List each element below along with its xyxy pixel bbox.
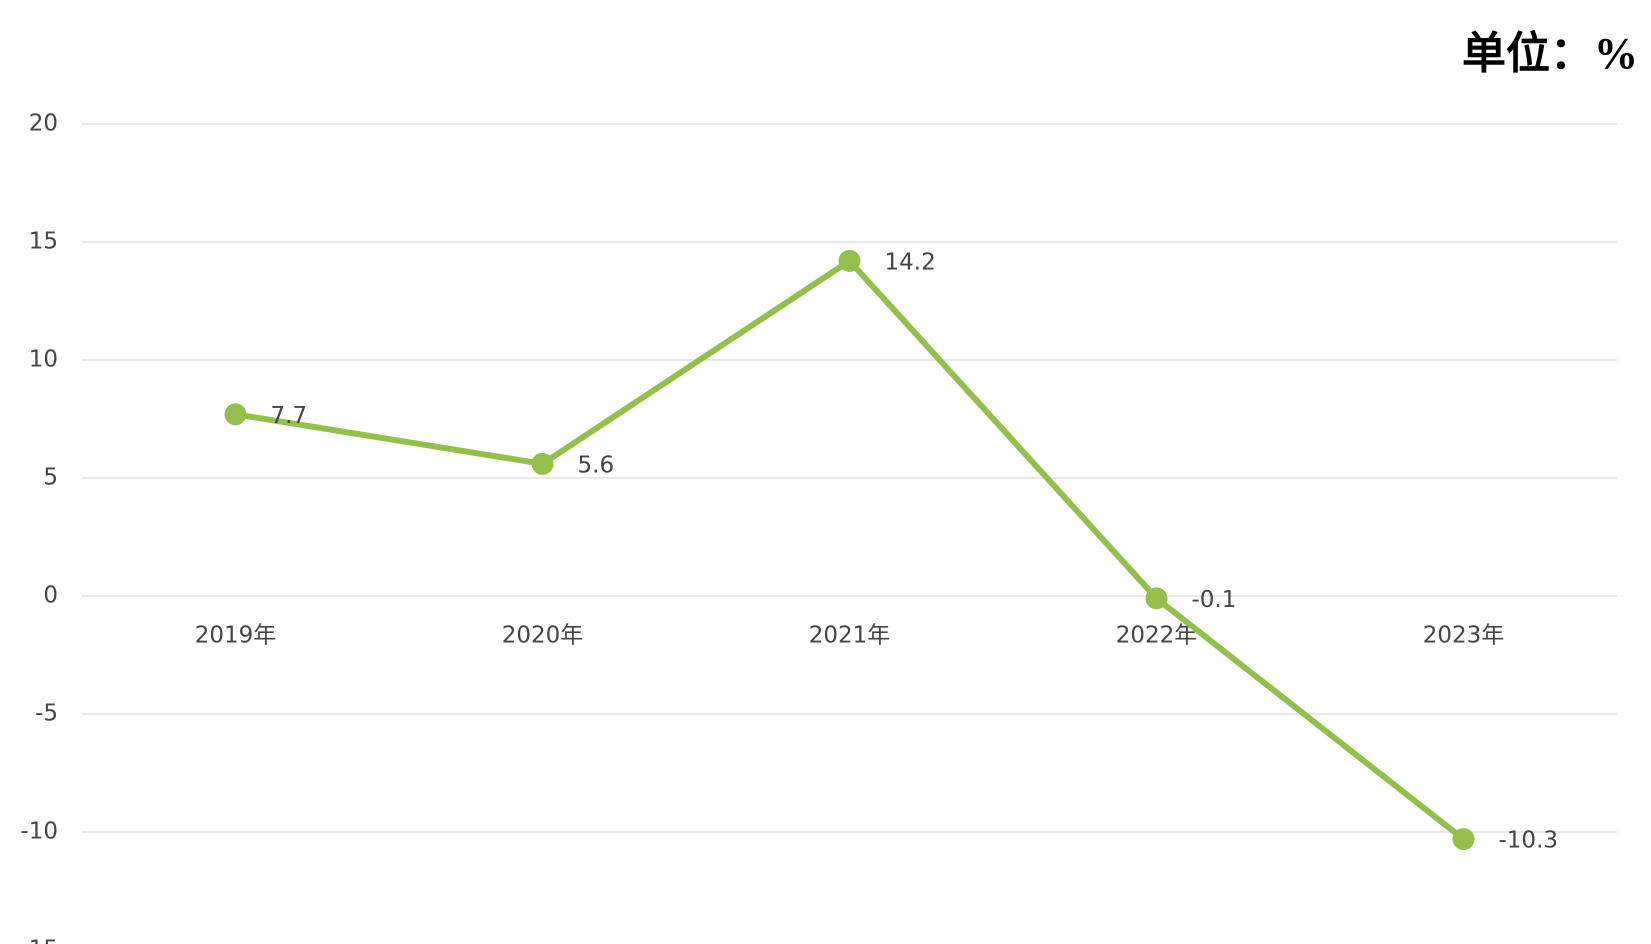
- data-label: -0.1: [1192, 587, 1237, 613]
- x-tick-label: 2019年: [195, 623, 277, 649]
- y-tick-label: 20: [29, 111, 58, 137]
- y-tick-label: 0: [43, 583, 58, 609]
- y-tick-label: 5: [43, 465, 58, 491]
- unit-label: 单位：%: [1462, 29, 1638, 78]
- y-tick-label: -15: [20, 937, 58, 944]
- y-tick-label: -10: [20, 819, 58, 845]
- data-label: 7.7: [271, 403, 308, 429]
- marker: [531, 452, 554, 475]
- x-tick-label: 2023年: [1423, 623, 1505, 649]
- y-tick-label: -5: [35, 701, 58, 727]
- data-label: 5.6: [578, 452, 615, 478]
- y-tick-label: 10: [29, 347, 58, 373]
- marker: [838, 249, 861, 272]
- line: [235, 257, 1466, 842]
- x-tick-label: 2021年: [809, 623, 891, 649]
- data-label: -10.3: [1499, 828, 1559, 854]
- x-tick-label: 2020年: [502, 623, 584, 649]
- data-label: 14.2: [885, 249, 936, 275]
- x-tick-label: 2022年: [1116, 623, 1198, 649]
- y-tick-label: 15: [29, 229, 58, 255]
- marker: [224, 403, 247, 426]
- marker: [1452, 828, 1475, 851]
- marker: [1145, 587, 1168, 610]
